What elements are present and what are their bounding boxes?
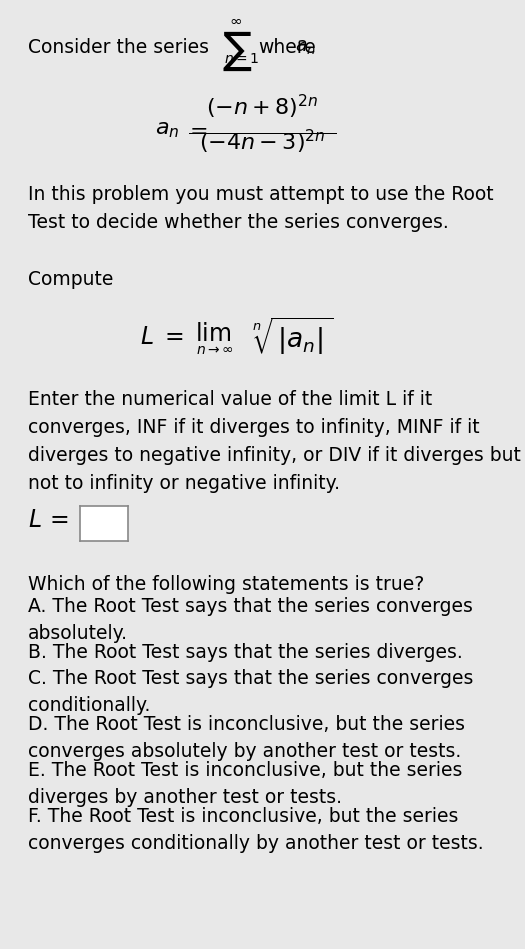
Text: $n\to\infty$: $n\to\infty$ <box>196 343 234 357</box>
Text: Enter the numerical value of the limit L if it
converges, INF if it diverges to : Enter the numerical value of the limit L… <box>28 390 521 493</box>
Text: $L\,=$: $L\,=$ <box>28 508 69 532</box>
Text: Compute: Compute <box>28 270 113 289</box>
Text: $(-4n-3)^{2n}$: $(-4n-3)^{2n}$ <box>198 128 326 157</box>
Text: $a_n$: $a_n$ <box>155 120 180 140</box>
Text: $\infty$: $\infty$ <box>229 13 242 28</box>
Text: Which of the following statements is true?: Which of the following statements is tru… <box>28 575 424 594</box>
Text: $L\;=$: $L\;=$ <box>140 325 183 349</box>
Text: In this problem you must attempt to use the Root
Test to decide whether the seri: In this problem you must attempt to use … <box>28 185 493 232</box>
Text: D. The Root Test is inconclusive, but the series
converges absolutely by another: D. The Root Test is inconclusive, but th… <box>28 715 465 761</box>
Text: $a_n$: $a_n$ <box>295 38 316 57</box>
Text: $n{=}1$: $n{=}1$ <box>224 52 259 66</box>
Text: $\overline{\quad\quad\quad\quad\quad\quad}$: $\overline{\quad\quad\quad\quad\quad\qua… <box>188 118 336 142</box>
Text: $=$: $=$ <box>185 120 207 140</box>
Text: $\sum$: $\sum$ <box>222 30 252 73</box>
Text: C. The Root Test says that the series converges
conditionally.: C. The Root Test says that the series co… <box>28 669 474 716</box>
Text: $\sqrt[n]{\,|a_n|\,}$: $\sqrt[n]{\,|a_n|\,}$ <box>252 315 334 357</box>
Text: A. The Root Test says that the series converges
absolutely.: A. The Root Test says that the series co… <box>28 597 473 643</box>
Text: $(-n+8)^{2n}$: $(-n+8)^{2n}$ <box>206 93 318 121</box>
Text: F. The Root Test is inconclusive, but the series
converges conditionally by anot: F. The Root Test is inconclusive, but th… <box>28 807 484 853</box>
Text: E. The Root Test is inconclusive, but the series
diverges by another test or tes: E. The Root Test is inconclusive, but th… <box>28 761 463 808</box>
Text: $\lim$: $\lim$ <box>195 322 231 346</box>
Text: Consider the series: Consider the series <box>28 38 209 57</box>
Text: where: where <box>258 38 316 57</box>
Text: B. The Root Test says that the series diverges.: B. The Root Test says that the series di… <box>28 643 463 662</box>
